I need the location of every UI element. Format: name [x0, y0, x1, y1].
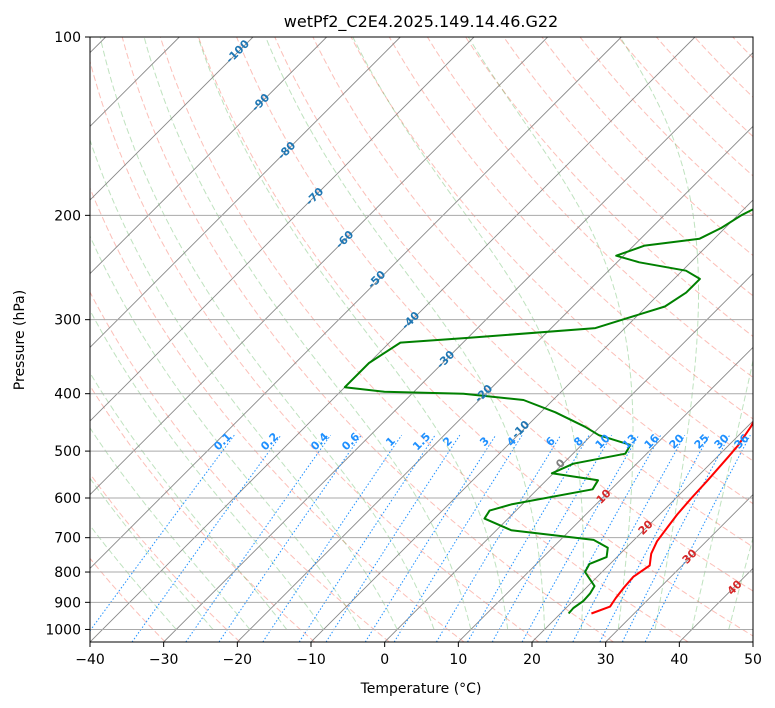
- isotherm-line: [752, 641, 753, 642]
- y-tick-label: 700: [54, 531, 81, 547]
- moist-adiabat-line: [90, 138, 398, 630]
- mixing-ratio-line: [131, 434, 282, 642]
- y-tick-label: 900: [54, 595, 81, 611]
- isotherm-line: [384, 273, 753, 642]
- mixing-ratio-line: [491, 434, 613, 642]
- x-tick-label: 50: [744, 652, 762, 668]
- x-tick-label: 40: [670, 652, 688, 668]
- profile-lines: [343, 208, 753, 615]
- x-tick-label: 30: [597, 652, 615, 668]
- x-tick-label: 10: [449, 652, 467, 668]
- mixing-ratio-line: [325, 434, 461, 642]
- dry-adiabat-line: [90, 59, 540, 642]
- y-tick-label: 800: [54, 565, 81, 581]
- isotherm-line: [310, 199, 753, 642]
- y-tick-label: 200: [54, 208, 81, 224]
- chart-title: wetPf2_C2E4.2025.149.14.46.G22: [284, 12, 558, 32]
- x-tick-label: −10: [296, 652, 326, 668]
- mixing-ratio-line: [298, 434, 436, 642]
- isotherm-line: [90, 37, 401, 348]
- x-tick-label: −40: [75, 652, 105, 668]
- isotherm-line: [237, 125, 753, 642]
- moist-adiabat-line: [90, 371, 288, 630]
- isotherm-line: [90, 37, 696, 642]
- mixing-ratio-line: [435, 434, 562, 642]
- dry-adiabat-line: [465, 37, 753, 338]
- mixing-ratio-line: [521, 434, 640, 642]
- temperature-profile-line: [591, 420, 753, 615]
- mixing-ratio-line: [572, 434, 686, 642]
- mixing-ratio-line: [393, 434, 523, 642]
- y-tick-label: 500: [54, 444, 81, 460]
- isotherm-line: [90, 37, 327, 275]
- isotherm-line: [163, 52, 753, 642]
- moist-adiabat-line: [90, 235, 361, 630]
- x-tick-label: 0: [380, 652, 389, 668]
- dry-adiabat-line: [90, 472, 241, 642]
- isotherm-line: [605, 494, 753, 642]
- moist-adiabat-line: [90, 427, 251, 630]
- mixing-ratio-line: [364, 434, 497, 642]
- background-lines: [90, 37, 775, 642]
- y-tick-label: 1000: [45, 622, 81, 638]
- dry-adiabat-line: [350, 37, 753, 462]
- moist-adiabat-line: [99, 37, 435, 630]
- plot-background: [90, 37, 753, 642]
- plot-frame: [89, 36, 754, 643]
- isotherm-line: [90, 37, 622, 569]
- moist-adiabat-line: [619, 37, 699, 630]
- isotherm-line: [458, 346, 753, 642]
- moist-adiabat-line: [352, 37, 584, 630]
- dewpoint-profile-line: [343, 208, 753, 615]
- mixing-ratio-line: [545, 434, 662, 642]
- isotherm-line: [531, 420, 753, 642]
- dry-adiabat-line: [274, 37, 753, 548]
- y-tick-label: 300: [54, 313, 81, 329]
- mixing-ratio-line: [599, 434, 710, 642]
- x-tick-label: −30: [149, 652, 179, 668]
- dry-adiabat-line: [121, 37, 614, 642]
- y-axis-title: Pressure (hPa): [12, 290, 28, 390]
- dry-adiabat-line: [503, 37, 753, 297]
- x-tick-label: −20: [223, 652, 253, 668]
- moist-adiabat-line: [90, 477, 214, 630]
- moist-adiabat-line: [197, 37, 509, 630]
- dry-adiabat-line: [771, 37, 775, 642]
- y-tick-label: 600: [54, 491, 81, 507]
- mixing-ratio-line: [185, 434, 332, 642]
- mixing-ratio-line: [467, 434, 590, 642]
- moist-adiabat-line: [467, 37, 634, 630]
- x-tick-label: 20: [523, 652, 541, 668]
- moist-adiabat-line: [90, 524, 177, 630]
- axis-ticks: −40 −30 −20 −10 0 10 20 30 40 50 100 200 300 400 500 60…: [45, 30, 762, 668]
- dry-adiabat-line: [90, 291, 390, 642]
- dry-adiabat-line: [90, 557, 166, 642]
- dry-adiabat-line: [90, 384, 316, 642]
- dry-adiabat-line: [159, 37, 689, 642]
- dry-adiabat-line: [236, 37, 753, 592]
- isotherm-line: [90, 37, 254, 201]
- dry-adiabat-line: [312, 37, 753, 505]
- y-tick-label: 400: [54, 387, 81, 403]
- isotherm-line: [90, 37, 548, 496]
- dry-adiabat-line: [388, 37, 753, 420]
- y-tick-label: 100: [54, 30, 81, 46]
- mixing-ratio-line: [90, 434, 235, 632]
- isotherm-line: [90, 37, 475, 422]
- moist-adiabat-line: [265, 37, 546, 630]
- x-axis-title: Temperature (°C): [360, 681, 482, 697]
- moist-adiabat-line: [691, 358, 753, 630]
- dry-adiabat-line: [90, 186, 465, 642]
